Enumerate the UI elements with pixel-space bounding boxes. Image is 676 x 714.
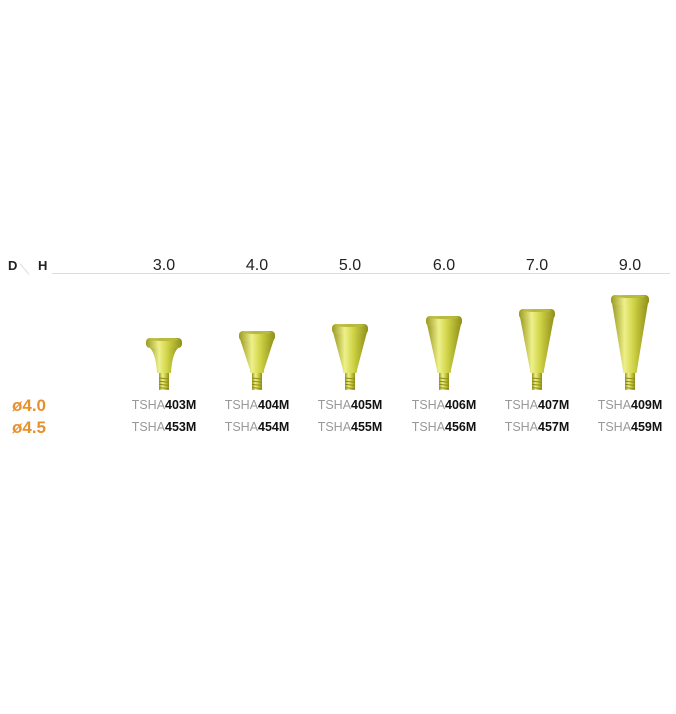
d-label: D [8, 258, 18, 273]
height-header: 4.0 [245, 257, 269, 274]
abutment-image [492, 280, 582, 390]
height-header: 3.0 [152, 257, 176, 274]
part-code: TSHA454M [224, 420, 290, 434]
diameter-label: ø4.0 [12, 396, 47, 415]
h-label: H [38, 258, 48, 273]
part-code: TSHA455M [317, 420, 383, 434]
part-code: TSHA405M [317, 398, 383, 412]
part-code: TSHA453M [131, 420, 197, 434]
abutment-image [212, 280, 302, 390]
abutment-image [585, 280, 675, 390]
abutment-image [399, 280, 489, 390]
height-header: 5.0 [338, 257, 362, 274]
header-divider [19, 263, 30, 275]
abutment-image [119, 280, 209, 390]
height-header: 7.0 [525, 257, 549, 274]
header-rule [52, 273, 670, 274]
part-code: TSHA403M [131, 398, 197, 412]
part-code: TSHA457M [504, 420, 570, 434]
diameter-label: ø4.5 [12, 418, 47, 437]
abutment-image [305, 280, 395, 390]
height-header: 6.0 [432, 257, 456, 274]
part-code: TSHA407M [504, 398, 570, 412]
part-code: TSHA404M [224, 398, 290, 412]
part-code: TSHA406M [411, 398, 477, 412]
part-code: TSHA409M [597, 398, 663, 412]
part-code: TSHA459M [597, 420, 663, 434]
height-header: 9.0 [618, 257, 642, 274]
part-code: TSHA456M [411, 420, 477, 434]
